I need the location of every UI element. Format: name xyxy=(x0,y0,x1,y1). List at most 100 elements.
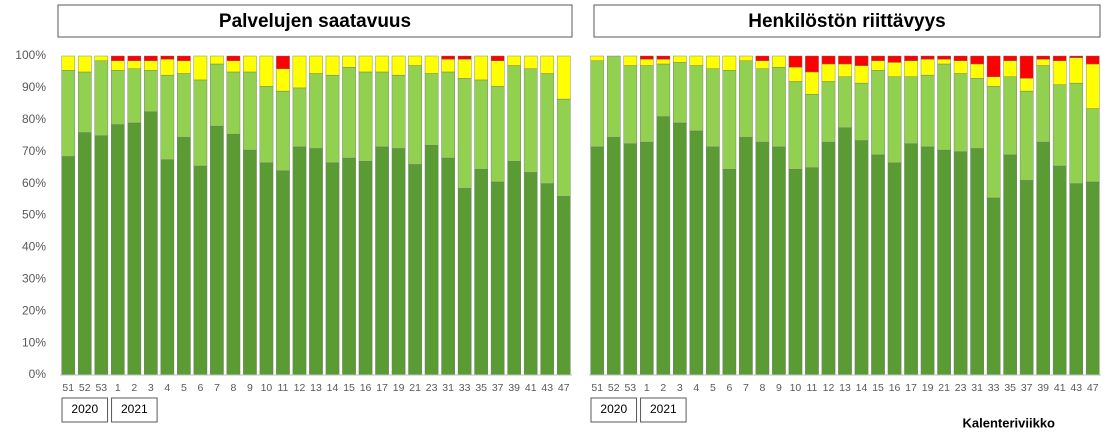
bar-segment xyxy=(540,73,555,184)
bar-segment xyxy=(970,148,984,376)
bar-segment xyxy=(127,122,142,376)
bar-segment xyxy=(358,71,373,162)
y-tick-label: 60% xyxy=(22,176,46,190)
x-tick-label: 41 xyxy=(1054,382,1066,394)
x-tick-label: 10 xyxy=(790,382,802,394)
x-tick-label: 6 xyxy=(726,382,732,394)
bar-segment xyxy=(1003,154,1017,376)
bar-segment xyxy=(1019,78,1034,92)
x-tick-label: 51 xyxy=(62,382,74,394)
bar-segment xyxy=(904,143,918,376)
bar-segment xyxy=(375,55,389,73)
year-label: 2021 xyxy=(121,402,148,416)
x-tick-label: 19 xyxy=(393,382,405,394)
bar-segment xyxy=(755,141,770,376)
bar-segment xyxy=(1085,55,1100,65)
bar-segment xyxy=(325,55,340,76)
bar-segment xyxy=(160,74,175,160)
bar-segment xyxy=(722,55,737,71)
bar-segment xyxy=(556,196,571,376)
bar-segment xyxy=(375,146,389,376)
bar-segment xyxy=(706,146,720,376)
x-tick-label: 37 xyxy=(492,382,504,394)
bar-segment xyxy=(441,55,455,60)
bar-segment xyxy=(739,137,753,376)
bar-segment xyxy=(358,55,373,73)
x-tick-label: 52 xyxy=(608,382,620,394)
bar-segment xyxy=(722,70,737,170)
bar-segment xyxy=(1036,141,1050,376)
bar-segment xyxy=(673,55,687,63)
bar-segment xyxy=(755,60,770,69)
x-tick-label: 7 xyxy=(743,382,749,394)
bar-segment xyxy=(755,55,770,61)
x-tick-label: 17 xyxy=(905,382,917,394)
bar-segment xyxy=(640,58,654,66)
bar-segment xyxy=(590,146,605,376)
bar-segment xyxy=(623,55,638,66)
bar-segment xyxy=(838,127,852,376)
bar-segment xyxy=(474,79,488,170)
bar-segment xyxy=(805,55,819,73)
bar-segment xyxy=(424,145,439,376)
bar-segment xyxy=(953,151,968,376)
bar-segment xyxy=(1052,165,1067,376)
bar-segment xyxy=(408,65,422,165)
bar-segment xyxy=(61,156,76,376)
bar-segment xyxy=(441,157,455,376)
bar-segment xyxy=(838,76,852,128)
chart-title: Henkilöstön riittävyys xyxy=(748,11,945,32)
bar-segment xyxy=(937,55,951,60)
bar-segment xyxy=(640,141,654,376)
bar-segment xyxy=(689,130,704,376)
x-tick-label: 2 xyxy=(131,382,137,394)
x-tick-label: 31 xyxy=(442,382,454,394)
x-tick-label: 12 xyxy=(823,382,835,394)
bar-segment xyxy=(490,60,505,87)
bar-segment xyxy=(689,55,704,66)
x-tick-label: 33 xyxy=(988,382,1000,394)
bar-segment xyxy=(986,76,1001,87)
bar-segment xyxy=(160,159,175,376)
bar-segment xyxy=(1085,181,1100,376)
bar-segment xyxy=(772,55,786,68)
bar-segment xyxy=(656,55,671,60)
bar-segment xyxy=(210,63,224,127)
x-tick-label: 13 xyxy=(310,382,322,394)
bar-segment xyxy=(1069,183,1084,376)
bar-segment xyxy=(706,55,720,69)
bar-segment xyxy=(1036,58,1050,66)
bar-segment xyxy=(325,162,340,376)
bar-segment xyxy=(986,197,1001,376)
y-tick-label: 30% xyxy=(22,271,46,285)
x-tick-label: 11 xyxy=(807,382,818,394)
bar-segment xyxy=(821,63,836,82)
bar-segment xyxy=(342,66,356,159)
x-tick-label: 6 xyxy=(197,382,203,394)
bar-segment xyxy=(243,149,257,376)
x-tick-label: 1 xyxy=(644,382,650,394)
bar-segment xyxy=(1085,108,1100,183)
bar-segment xyxy=(540,183,555,376)
x-tick-label: 4 xyxy=(693,382,699,394)
bar-segment xyxy=(904,55,918,61)
bar-segment xyxy=(127,55,142,61)
bar-segment xyxy=(144,111,158,376)
y-tick-label: 20% xyxy=(22,303,46,317)
bar-segment xyxy=(408,164,422,376)
bar-segment xyxy=(507,161,522,376)
year-box xyxy=(590,397,638,423)
bar-segment xyxy=(805,167,819,376)
chart-title: Palvelujen saatavuus xyxy=(219,11,411,32)
x-tick-label: 39 xyxy=(1037,382,1049,394)
bar-segment xyxy=(788,66,803,82)
bar-segment xyxy=(854,140,869,376)
bar-segment xyxy=(457,78,472,189)
bar-segment xyxy=(94,135,109,376)
bar-segment xyxy=(904,76,918,144)
bar-segment xyxy=(640,65,654,143)
bar-segment xyxy=(1052,55,1067,61)
bar-segment xyxy=(424,55,439,74)
bar-segment xyxy=(391,55,406,76)
